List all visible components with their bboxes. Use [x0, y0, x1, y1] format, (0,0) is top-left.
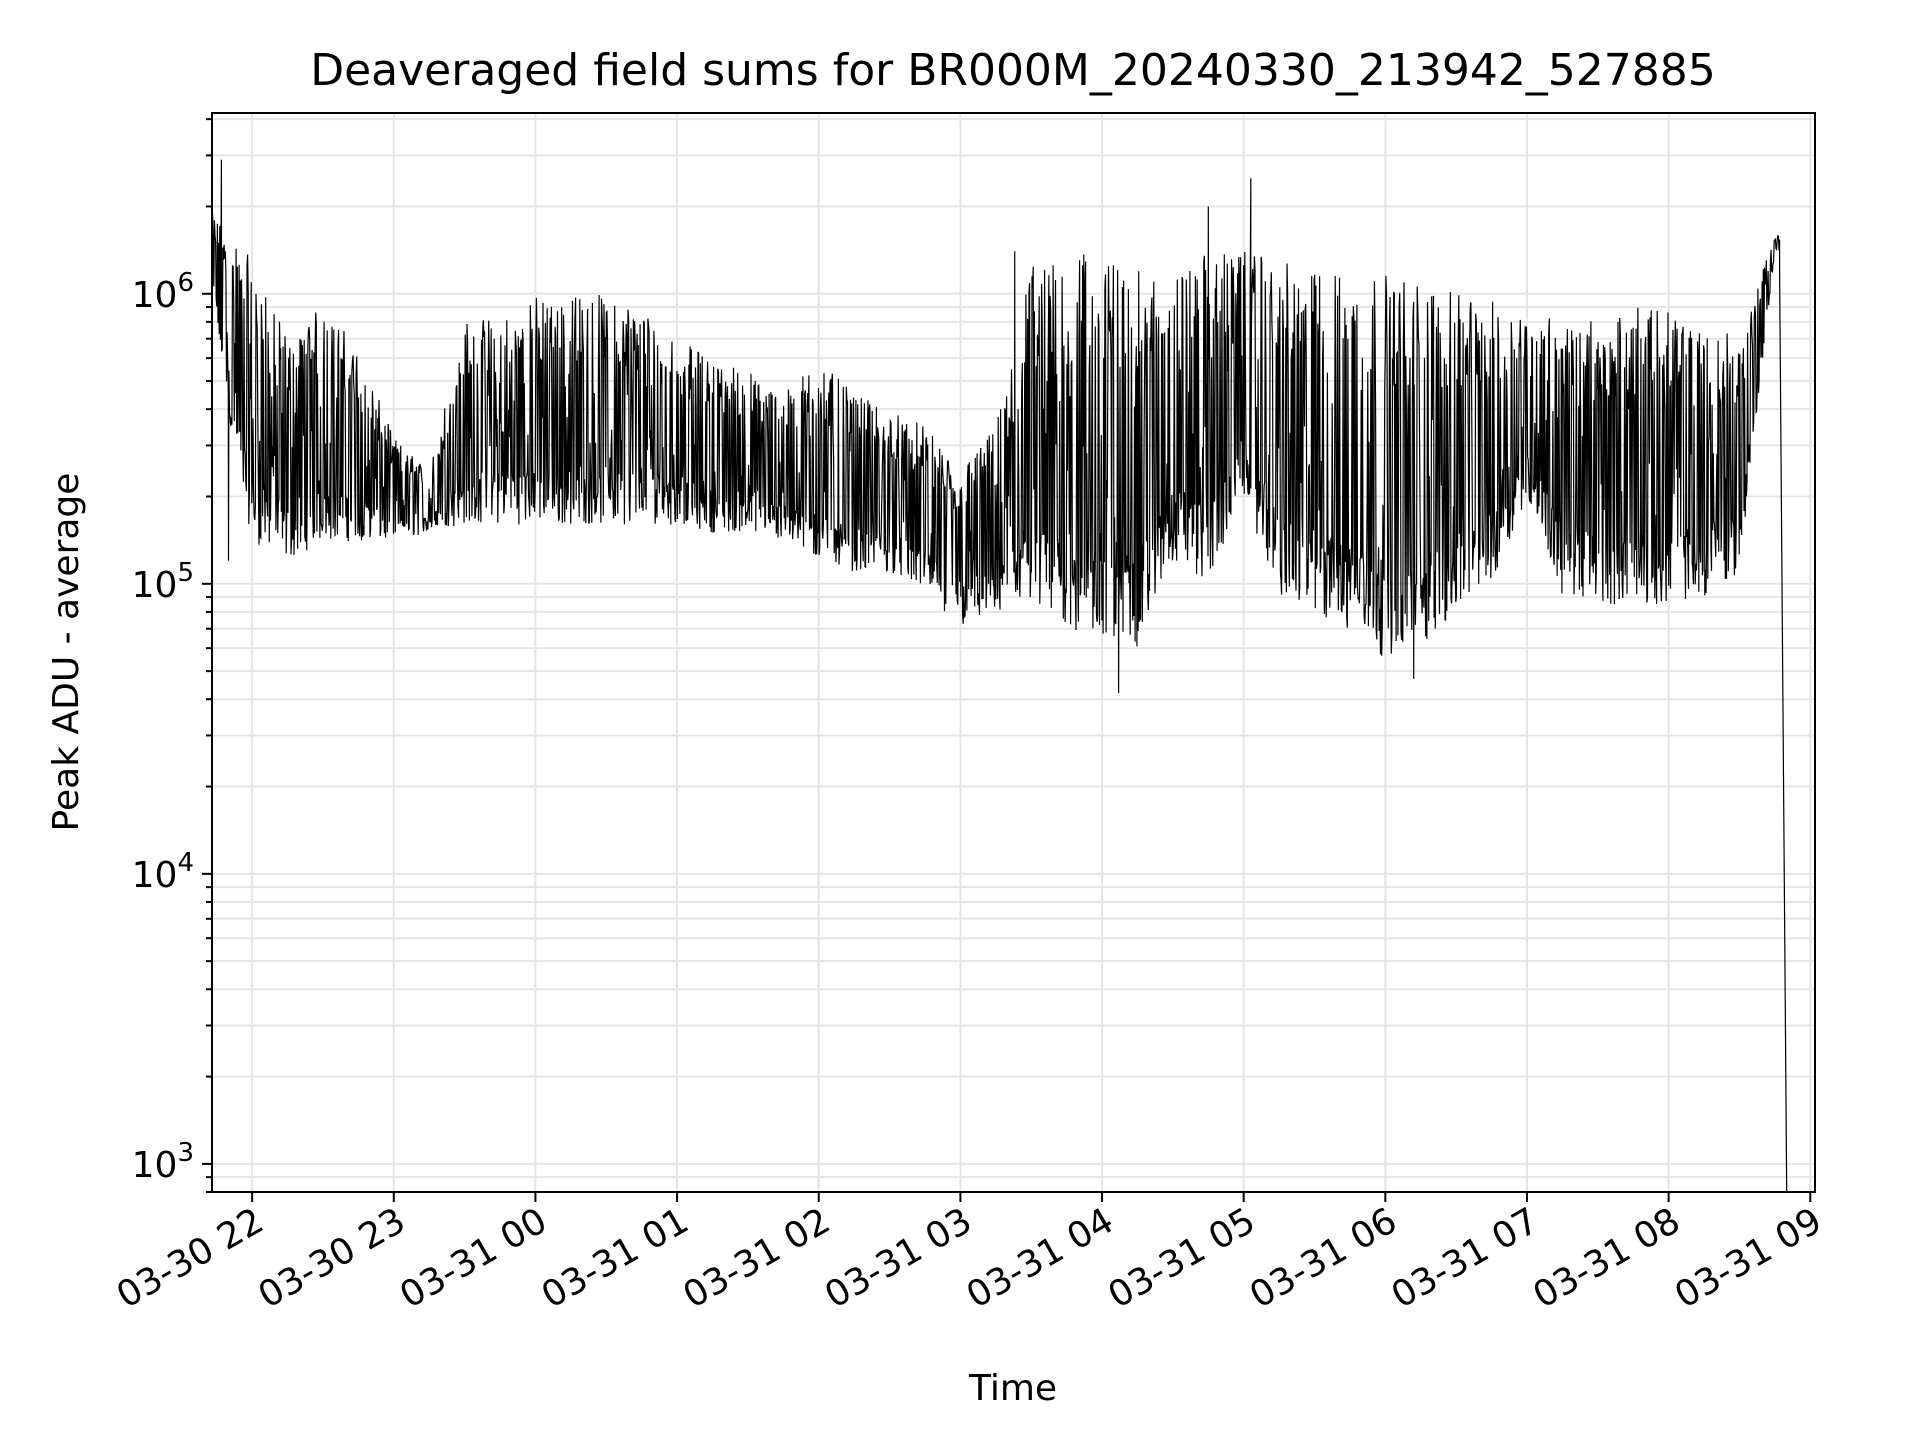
- x-tick-label: 03-31 08: [1526, 1200, 1687, 1316]
- x-tick-label: 03-31 05: [1102, 1200, 1263, 1316]
- chart-title: Deaveraged field sums for BR000M_2024033…: [310, 45, 1716, 96]
- x-tick-label: 03-31 06: [1243, 1200, 1404, 1316]
- x-tick-label: 03-31 09: [1668, 1200, 1829, 1316]
- y-tick-label: 106: [132, 268, 194, 316]
- y-tick-label-base: 10: [132, 565, 178, 606]
- y-axis-label: Peak ADU - average: [46, 473, 87, 832]
- y-tick-label-base: 10: [132, 1145, 178, 1186]
- series-line: [211, 159, 1788, 1193]
- x-tick-label: 03-31 00: [393, 1200, 554, 1316]
- x-tick-label: 03-31 07: [1385, 1200, 1546, 1316]
- data-series: [211, 159, 1788, 1193]
- y-tick-label-base: 10: [132, 855, 178, 896]
- x-axis-label: Time: [968, 1368, 1057, 1409]
- plot-frame: [211, 112, 1816, 1193]
- y-tick-label-exponent: 6: [177, 268, 194, 298]
- y-tick-label-base: 10: [132, 275, 178, 316]
- y-tick-label: 104: [132, 848, 194, 896]
- x-tick-label: 03-31 03: [818, 1200, 979, 1316]
- grid: [212, 113, 1815, 1193]
- y-tick-label-exponent: 3: [177, 1138, 194, 1168]
- x-tick-label: 03-31 04: [960, 1200, 1121, 1316]
- x-tick-label: 03-30 22: [110, 1200, 271, 1316]
- y-tick-label-exponent: 5: [177, 558, 194, 588]
- y-tick-label-exponent: 4: [177, 848, 194, 878]
- x-tick-label: 03-30 23: [252, 1200, 413, 1316]
- x-tick-label: 03-31 01: [535, 1200, 696, 1316]
- y-tick-label: 103: [132, 1138, 194, 1186]
- y-tick-label: 105: [132, 558, 194, 606]
- x-tick-label: 03-31 02: [677, 1200, 838, 1316]
